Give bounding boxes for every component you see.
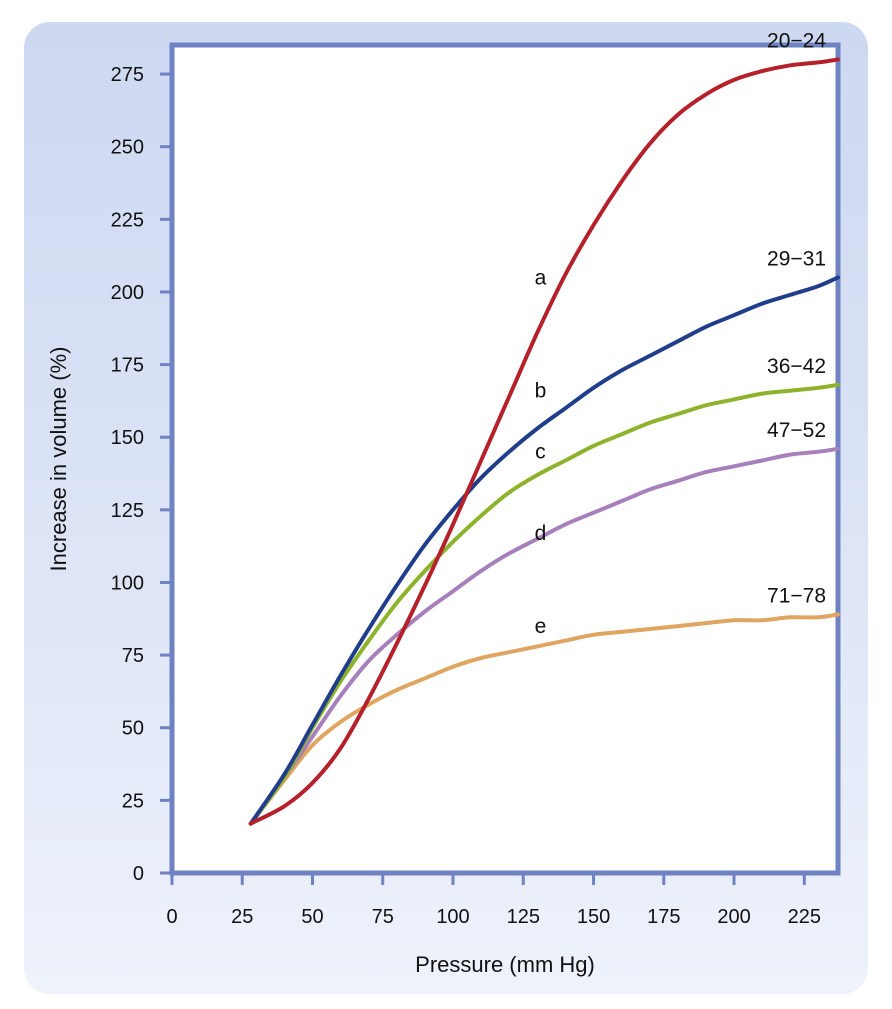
x-tick-label: 225 (788, 906, 821, 928)
y-tick-label: 0 (133, 863, 144, 885)
x-axis-title: Pressure (mm Hg) (415, 952, 595, 977)
series-age-e: 71−78 (767, 584, 826, 607)
x-tick-label: 150 (577, 906, 610, 928)
series-line-d (248, 446, 840, 826)
series-line-a (248, 57, 840, 826)
x-tick-label: 100 (436, 906, 469, 928)
series-age-c: 36−42 (767, 355, 826, 378)
y-tick-label: 200 (111, 282, 144, 304)
x-tick-label: 25 (231, 906, 253, 928)
series-letter-c: c (535, 441, 546, 464)
series-letter-d: d (535, 522, 547, 545)
y-tick-label: 175 (111, 355, 144, 377)
curves-group (248, 57, 840, 826)
series-line-e (248, 612, 840, 826)
x-tick-label: 50 (301, 906, 323, 928)
series-age-a: 20−24 (767, 30, 826, 53)
x-tick-label: 0 (166, 906, 177, 928)
series-line-c (248, 382, 840, 826)
series-letter-a: a (535, 266, 547, 289)
curve-labels-group: e 71−78 d 47−52 c 36−42 b 29−31 a 20−24 (535, 30, 827, 639)
x-axis: 0 25 50 75 100 125 150 175 200 225 (166, 873, 821, 928)
series-line-b (248, 275, 840, 826)
y-tick-label: 275 (111, 64, 144, 86)
plot-area (169, 42, 841, 876)
y-axis: 0 25 50 75 100 125 150 175 200 225 250 275 (111, 64, 172, 885)
series-age-d: 47−52 (767, 419, 826, 442)
x-tick-label: 125 (507, 906, 540, 928)
y-tick-label: 25 (122, 790, 144, 812)
y-tick-label: 225 (111, 209, 144, 231)
x-tick-label: 75 (372, 906, 394, 928)
x-tick-label: 200 (717, 906, 750, 928)
y-tick-label: 50 (122, 718, 144, 740)
y-tick-label: 150 (111, 427, 144, 449)
series-letter-b: b (535, 380, 547, 403)
series-letter-e: e (535, 615, 547, 638)
x-tick-label: 175 (647, 906, 680, 928)
series-age-b: 29−31 (767, 247, 826, 270)
y-tick-label: 75 (122, 645, 144, 667)
y-tick-label: 100 (111, 572, 144, 594)
y-tick-label: 250 (111, 137, 144, 159)
y-axis-title: Increase in volume (%) (46, 347, 71, 572)
y-tick-label: 125 (111, 500, 144, 522)
